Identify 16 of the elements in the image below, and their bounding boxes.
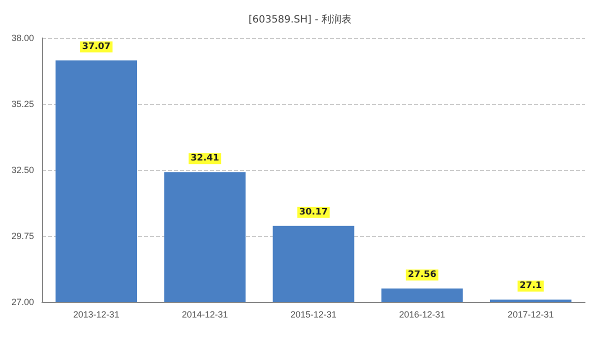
x-tick-label: 2017-12-31 <box>508 310 554 320</box>
data-label: 37.07 <box>82 42 111 52</box>
x-tick-label: 2015-12-31 <box>290 310 337 320</box>
y-tick-label: 29.75 <box>11 231 34 241</box>
y-tick-label: 32.50 <box>11 165 34 175</box>
data-label: 32.41 <box>190 154 220 164</box>
chart-title: [603589.SH] - 利润表 <box>248 14 352 26</box>
x-tick-label: 2016-12-31 <box>399 310 446 320</box>
x-tick-label: 2013-12-31 <box>73 310 120 320</box>
data-label: 30.17 <box>299 207 328 218</box>
y-tick-label: 35.25 <box>11 99 34 109</box>
x-tick-label: 2014-12-31 <box>182 310 228 320</box>
y-tick-label: 38.00 <box>11 33 34 43</box>
data-label: 27.56 <box>408 270 436 280</box>
data-label: 27.1 <box>520 281 542 292</box>
y-tick-label: 27.00 <box>11 297 34 307</box>
